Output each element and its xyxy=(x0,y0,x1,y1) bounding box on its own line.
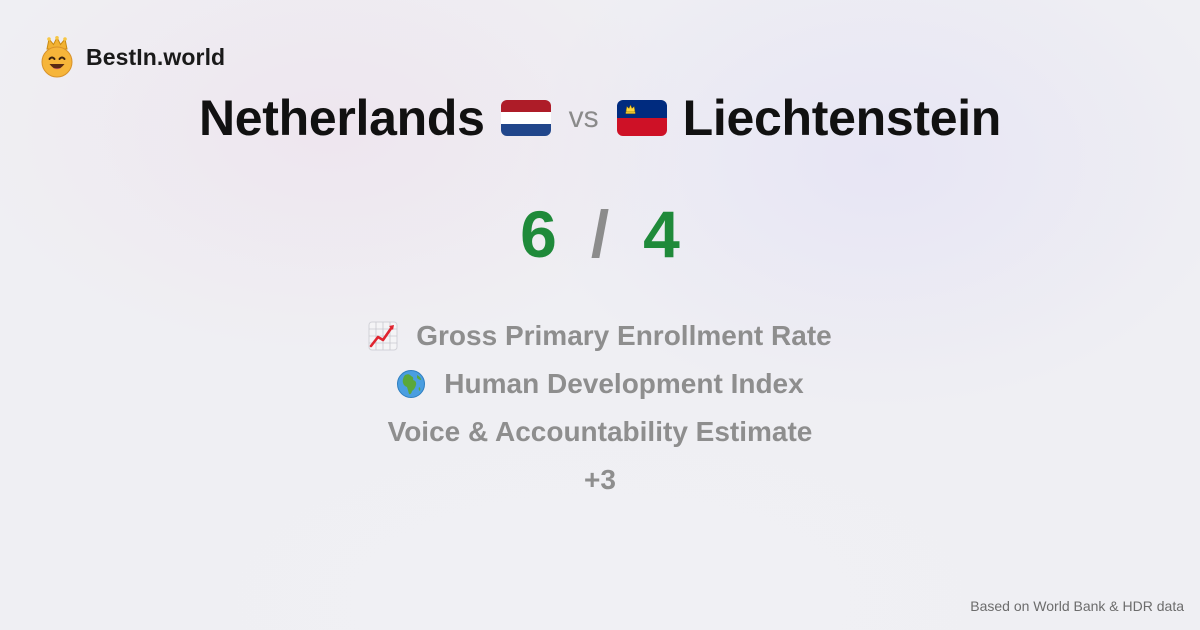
more-metrics-count[interactable]: +3 xyxy=(584,464,616,495)
list-item[interactable]: +3 xyxy=(0,456,1200,504)
crown-smiley-icon xyxy=(41,36,73,78)
liechtenstein-flag-icon xyxy=(616,100,667,136)
metrics-list: Gross Primary Enrollment Rate Human Deve… xyxy=(0,312,1200,504)
score-b: 4 xyxy=(643,197,680,271)
score-separator: / xyxy=(590,197,610,271)
country-a-name[interactable]: Netherlands xyxy=(198,90,485,146)
vs-label: vs xyxy=(568,101,599,134)
netherlands-flag-icon xyxy=(500,100,551,136)
metric-label: Human Development Index xyxy=(444,368,804,399)
globe-africa-icon xyxy=(397,370,426,398)
metric-label: Voice & Accountability Estimate xyxy=(387,416,813,447)
score-a: 6 xyxy=(520,197,557,271)
score: 6 / 4 xyxy=(0,192,1200,276)
comparison-title: Netherlands vs Liechtenstein xyxy=(0,86,1200,150)
chart-increasing-icon xyxy=(368,321,398,351)
list-item: Voice & Accountability Estimate xyxy=(0,408,1200,456)
brand-name: BestIn.world xyxy=(86,43,226,70)
data-source-note: Based on World Bank & HDR data xyxy=(970,598,1184,614)
list-item: Human Development Index xyxy=(0,360,1200,408)
brand[interactable]: BestIn.world xyxy=(38,36,225,78)
country-b-name[interactable]: Liechtenstein xyxy=(682,90,1002,146)
list-item: Gross Primary Enrollment Rate xyxy=(0,312,1200,360)
metric-label: Gross Primary Enrollment Rate xyxy=(416,320,832,351)
